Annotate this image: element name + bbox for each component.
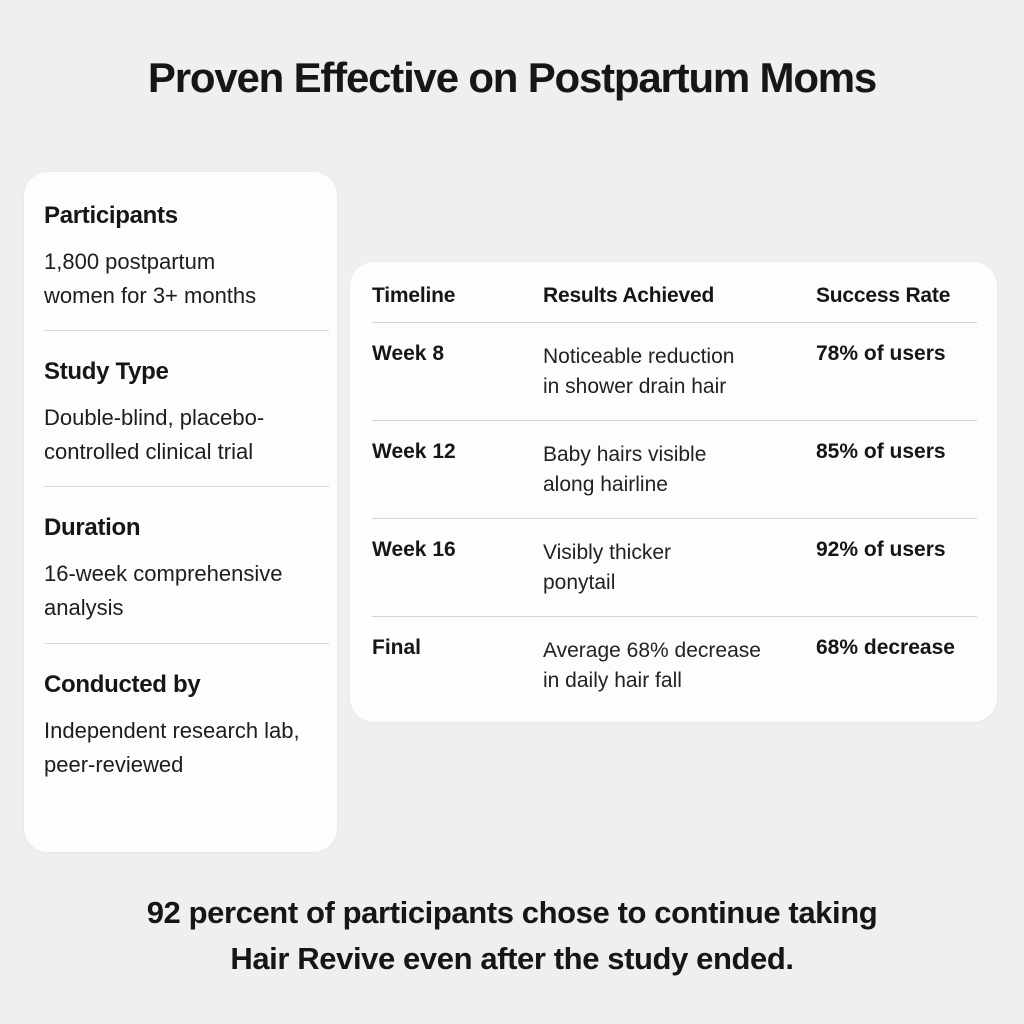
result-cell: Visibly thicker ponytail bbox=[543, 540, 671, 595]
study-section-study-type: Study Type Double-blind, placebo- contro… bbox=[44, 358, 329, 488]
timeline-cell: Week 16 bbox=[372, 537, 456, 561]
study-section-body: 1,800 postpartum women for 3+ months bbox=[44, 249, 257, 309]
section-divider bbox=[44, 642, 329, 644]
success-rate-cell: 85% of users bbox=[816, 439, 946, 463]
column-header-results-achieved: Results Achieved bbox=[543, 284, 715, 307]
study-section-heading: Duration bbox=[44, 514, 141, 542]
table-row-final: Final Average 68% decrease in daily hair… bbox=[372, 617, 977, 714]
table-row-week-16: Week 16 Visibly thicker ponytail 92% of … bbox=[372, 519, 977, 616]
table-row-week-8: Week 8 Noticeable reduction in shower dr… bbox=[372, 323, 977, 420]
table-divider bbox=[372, 615, 977, 617]
result-cell: Average 68% decrease in daily hair fall bbox=[543, 638, 761, 693]
success-rate-cell: 68% decrease bbox=[816, 635, 955, 659]
success-rate-cell: 78% of users bbox=[816, 342, 946, 365]
study-section-heading: Study Type bbox=[44, 358, 169, 386]
page-title: Proven Effective on Postpartum Moms bbox=[147, 54, 877, 101]
study-section-body: Double-blind, placebo- controlled clinic… bbox=[44, 405, 265, 465]
footer-statement: 92 percent of participants chose to cont… bbox=[146, 895, 878, 976]
timeline-cell: Week 12 bbox=[372, 439, 456, 463]
study-section-body: 16-week comprehensive analysis bbox=[44, 561, 283, 621]
column-header-success-rate: Success Rate bbox=[816, 284, 951, 307]
timeline-cell: Final bbox=[372, 635, 422, 659]
study-section-conducted-by: Conducted by Independent research lab, p… bbox=[44, 671, 329, 782]
study-overview-card: Participants 1,800 postpartum women for … bbox=[24, 172, 337, 852]
table-header-row: Timeline Results Achieved Success Rate bbox=[372, 262, 977, 322]
section-divider bbox=[44, 486, 329, 488]
table-divider bbox=[372, 517, 977, 519]
table-divider bbox=[372, 419, 977, 421]
table-row-week-12: Week 12 Baby hairs visible along hairlin… bbox=[372, 421, 977, 518]
result-cell: Baby hairs visible along hairline bbox=[543, 442, 707, 497]
section-divider bbox=[44, 330, 329, 332]
study-section-heading: Participants bbox=[44, 202, 178, 229]
column-header-timeline: Timeline bbox=[372, 284, 456, 307]
study-section-body: Independent research lab, peer-reviewed bbox=[44, 717, 300, 777]
success-rate-cell: 92% of users bbox=[816, 537, 946, 561]
table-divider bbox=[372, 322, 977, 323]
timeline-cell: Week 8 bbox=[372, 342, 444, 365]
study-section-duration: Duration 16-week comprehensive analysis bbox=[44, 514, 329, 644]
study-section-participants: Participants 1,800 postpartum women for … bbox=[44, 202, 329, 332]
study-section-heading: Conducted by bbox=[44, 670, 201, 698]
results-table-card: Timeline Results Achieved Success Rate W… bbox=[350, 262, 997, 722]
result-cell: Noticeable reduction in shower drain hai… bbox=[543, 345, 735, 399]
